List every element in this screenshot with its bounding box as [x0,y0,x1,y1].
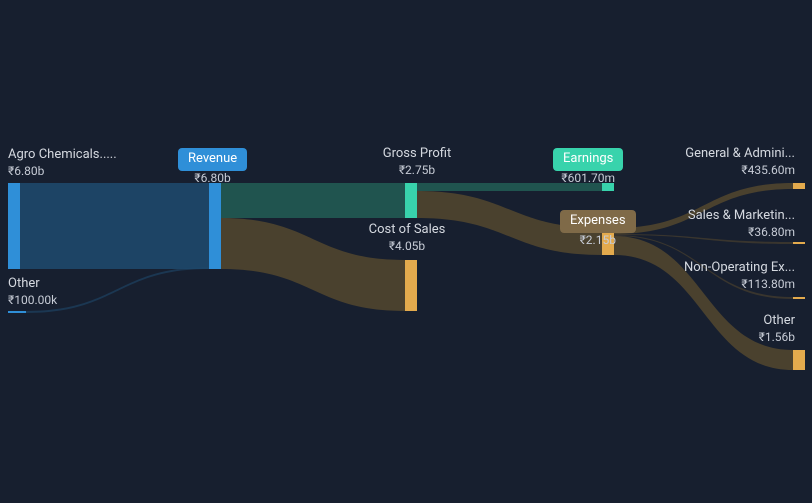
pill-earnings: Earnings [553,148,623,171]
node-revenue[interactable] [209,183,221,269]
label-noe: Non-Operating Ex...₹113.80m [684,260,795,292]
label-sm: Sales & Marketin...₹36.80m [688,208,795,240]
label-agro: Agro Chemicals.....₹6.80b [8,147,117,179]
label-expenses: Expenses₹2.15b [560,210,636,248]
node-cost_of_sales[interactable] [405,260,417,311]
node-ga[interactable] [793,183,805,189]
label-ga: General & Admini...₹435.60m [685,146,795,178]
node-other_in[interactable] [8,311,26,313]
label-revenue: Revenue₹6.80b [178,148,247,186]
label-cost_of_sales: Cost of Sales₹4.05b [362,222,452,254]
sankey-chart: Agro Chemicals.....₹6.80b Other₹100.00k Re… [0,0,812,503]
label-gross_profit: Gross Profit₹2.75b [372,146,462,178]
node-agro[interactable] [8,183,20,269]
pill-revenue: Revenue [178,148,247,171]
node-gross_profit[interactable] [405,183,417,218]
pill-expenses: Expenses [560,210,636,233]
node-noe[interactable] [793,297,805,299]
label-earnings: Earnings₹601.70m [553,148,623,186]
node-sm[interactable] [793,242,805,244]
label-other_out: Other₹1.56b [759,313,795,345]
label-other_in: Other₹100.00k [8,276,57,308]
node-other_out[interactable] [793,350,805,370]
